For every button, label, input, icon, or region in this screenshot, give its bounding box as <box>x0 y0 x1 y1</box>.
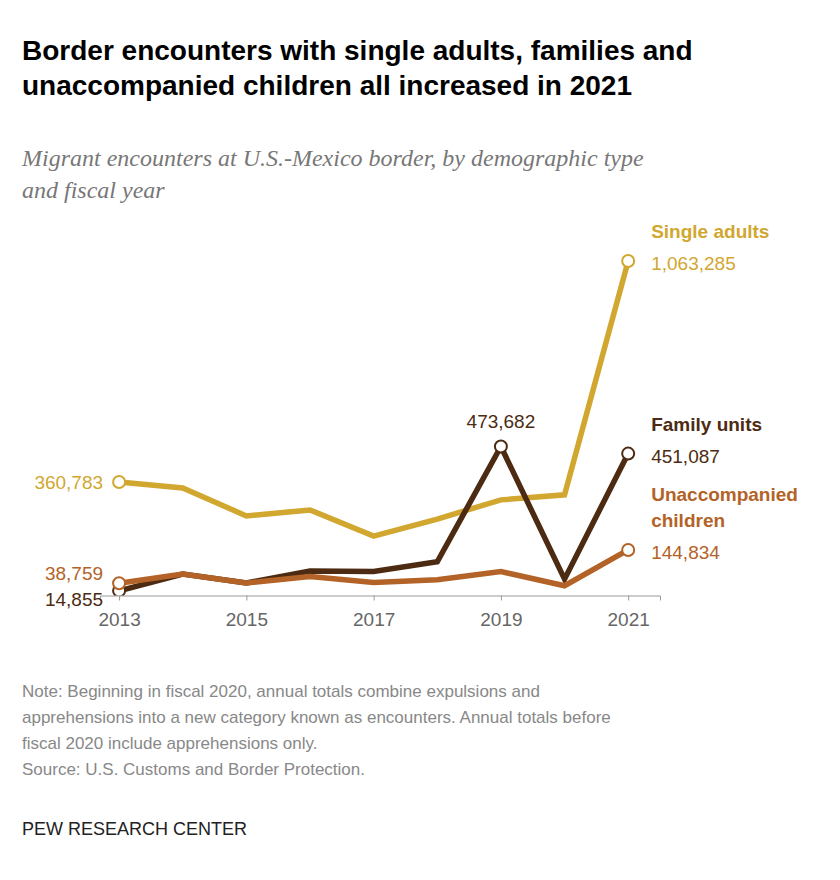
marker <box>495 440 507 452</box>
data-label: 38,759 <box>45 563 103 584</box>
data-label: 473,682 <box>467 411 536 432</box>
axis-line <box>101 596 661 601</box>
data-label: 1,063,285 <box>651 253 736 274</box>
tick-label: 2019 <box>480 609 522 630</box>
tick-mark <box>501 596 502 601</box>
subtitle: Migrant encounters at U.S.-Mexico border… <box>21 145 644 171</box>
marker <box>113 476 125 488</box>
tick: 2021 <box>608 596 650 630</box>
data-label: 451,087 <box>651 446 720 467</box>
data-label: 144,834 <box>651 542 720 563</box>
tick-label: 2015 <box>226 609 268 630</box>
line <box>119 550 628 586</box>
data-label: 14,855 <box>45 589 103 610</box>
title: Border encounters with single adults, fa… <box>22 35 693 66</box>
source: Source: U.S. Customs and Border Protecti… <box>22 760 365 779</box>
tick-mark <box>246 596 247 601</box>
note: apprehensions into a new category known … <box>22 708 611 727</box>
marker <box>622 255 634 267</box>
subtitle: and fiscal year <box>22 177 165 203</box>
tick-label: 2013 <box>98 609 140 630</box>
tick-mark <box>374 596 375 601</box>
plot-area <box>113 255 634 596</box>
tick-label: 2021 <box>608 609 650 630</box>
marker <box>622 448 634 460</box>
tick-mark <box>628 596 629 601</box>
labels: 360,783 1,063,285 Single adults 14,855 473,6… <box>34 221 798 610</box>
marker <box>622 544 634 556</box>
x-axis: 2013 2015 2017 2019 2021 <box>98 596 660 630</box>
marker <box>113 577 125 589</box>
title: unaccompanied children all increased in … <box>22 70 632 101</box>
data-label: 360,783 <box>34 472 103 493</box>
tick: 2015 <box>226 596 268 630</box>
note: Note: Beginning in fiscal 2020, annual t… <box>22 682 540 701</box>
series-label: Single adults <box>651 221 769 242</box>
tick: 2019 <box>480 596 522 630</box>
series-label: Unaccompaniedchildren <box>651 484 798 531</box>
tick-mark <box>119 596 120 601</box>
line <box>119 446 628 590</box>
chart: Border encounters with single adults, fa… <box>0 0 840 880</box>
tick-label: 2017 <box>353 609 395 630</box>
tick: 2017 <box>353 596 395 630</box>
credit: PEW RESEARCH CENTER <box>22 819 247 839</box>
tick: 2013 <box>98 596 140 630</box>
series-label: Family units <box>651 414 762 435</box>
line <box>119 261 628 536</box>
note: fiscal 2020 include apprehensions only. <box>22 734 318 753</box>
